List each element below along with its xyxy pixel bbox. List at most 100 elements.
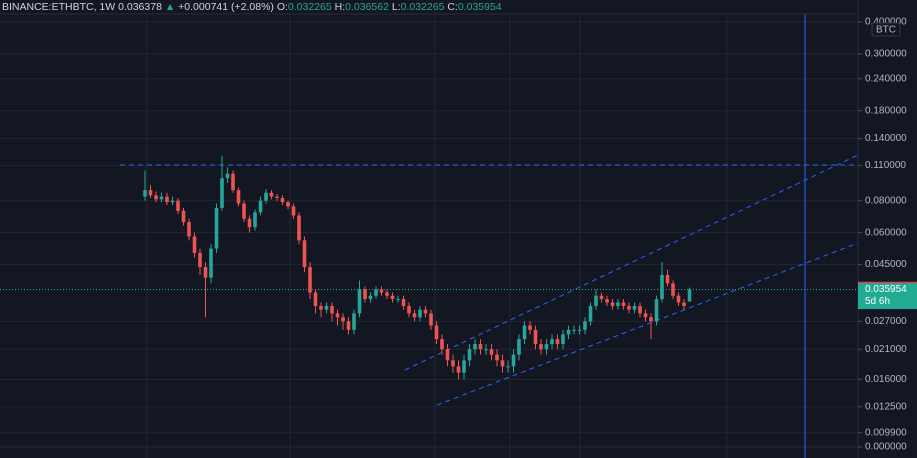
candle-body — [660, 274, 664, 300]
candle-body — [429, 313, 433, 326]
candle-body — [484, 349, 488, 351]
candle-body — [583, 321, 587, 330]
candle-body — [517, 339, 521, 355]
candle-body — [247, 218, 252, 228]
candle-body — [572, 329, 576, 331]
candle-body — [396, 299, 400, 301]
candle-body — [280, 197, 285, 203]
candle-body — [209, 248, 213, 278]
candle-body — [390, 295, 395, 300]
candle-body — [214, 207, 219, 249]
candle-body — [478, 344, 483, 350]
countdown: 5d 6h — [865, 296, 890, 307]
candle-body — [374, 289, 378, 296]
candle-body — [627, 305, 631, 310]
arrow: ▲ — [165, 1, 175, 13]
candle-body — [616, 302, 620, 306]
candle-body — [187, 222, 191, 237]
candle-body — [385, 292, 389, 296]
candle-body — [198, 252, 202, 268]
symbol: BINANCE:ETHBTC, 1W — [2, 1, 115, 13]
candle-body — [286, 202, 290, 207]
candle-body — [594, 295, 598, 306]
low: 0.032265 — [401, 1, 445, 13]
candle-body — [225, 173, 230, 179]
candle-body — [522, 325, 527, 340]
currency-box — [871, 22, 901, 37]
change: +0.000741 (+2.08%) — [178, 1, 274, 13]
candle-body — [412, 313, 417, 318]
candle-body — [638, 305, 642, 314]
price-axis: 0.400000 0.300000 0.240000 0.180000 0.140000… — [858, 17, 917, 453]
candle-body — [456, 366, 461, 373]
candle-body — [544, 344, 549, 350]
high-label: H: — [335, 1, 346, 13]
candle-body — [192, 236, 197, 253]
candle-body — [665, 274, 670, 284]
candle-body — [561, 334, 565, 345]
y-tick-label: 0.000000 — [865, 442, 907, 453]
candle-body — [445, 349, 450, 361]
candle-body — [467, 349, 472, 361]
candles — [143, 155, 692, 380]
legend-header: BINANCE:ETHBTC, 1W 0.036378 ▲ +0.000741 … — [2, 1, 502, 13]
candle-body — [302, 240, 307, 268]
candle-body — [379, 289, 384, 293]
close-label: C: — [447, 1, 458, 13]
candle-body — [346, 321, 351, 330]
candle-body — [159, 196, 164, 200]
candle-body — [368, 295, 373, 300]
candle-body — [632, 305, 637, 310]
high: 0.036562 — [345, 1, 389, 13]
candle-body — [654, 299, 659, 322]
candle-body — [687, 289, 692, 302]
close: 0.035954 — [458, 1, 502, 13]
candle-body — [291, 206, 296, 216]
y-tick-label: 0.140000 — [865, 133, 907, 144]
candle-body — [533, 329, 538, 345]
candle-body — [319, 305, 323, 310]
candle-body — [621, 302, 626, 306]
y-tick-label: 0.240000 — [865, 73, 907, 84]
candle-body — [473, 344, 477, 350]
y-tick-label: 0.009900 — [865, 427, 907, 438]
candle-body — [676, 295, 681, 303]
candle-body — [506, 366, 510, 368]
candle-body — [407, 305, 411, 314]
candle-body — [170, 200, 175, 203]
candle-body — [682, 302, 686, 306]
candle-body — [231, 173, 235, 191]
candle-body — [269, 192, 274, 197]
candle-body — [577, 329, 582, 331]
price-tag — [858, 283, 917, 310]
candle-body — [297, 215, 301, 241]
candle-body — [418, 309, 422, 318]
candle-body — [649, 317, 653, 322]
candle-body — [220, 178, 224, 208]
candle-body — [539, 344, 543, 350]
candle-body — [324, 305, 329, 310]
y-tick-label: 0.180000 — [865, 105, 907, 116]
candle-body — [181, 210, 186, 223]
candle-body — [236, 190, 241, 204]
candle-body — [643, 313, 648, 318]
candle-body — [671, 283, 675, 296]
candle-body — [313, 292, 318, 306]
y-tick-label: 0.045000 — [865, 259, 907, 270]
candle-body — [275, 196, 279, 198]
candle-body — [500, 360, 505, 367]
candle-body — [423, 309, 428, 314]
candle-body — [610, 302, 615, 306]
candle-body — [143, 190, 147, 197]
y-tick-label: 0.110000 — [865, 160, 906, 171]
y-tick-label: 0.400000 — [865, 17, 907, 28]
y-tick-label: 0.016000 — [865, 374, 907, 385]
candle-body — [330, 305, 334, 314]
last-price: 0.036378 — [118, 1, 162, 13]
y-tick-label: 0.300000 — [865, 49, 907, 60]
candle-body — [176, 200, 180, 211]
candle-body — [253, 212, 257, 228]
y-tick-label: 0.080000 — [865, 195, 907, 206]
